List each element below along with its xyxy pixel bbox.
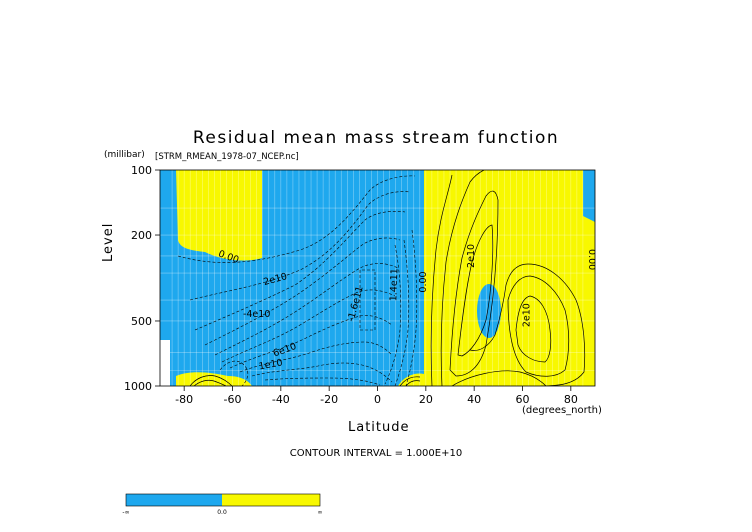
negative-contours xyxy=(177,175,418,386)
missing-data-region xyxy=(160,340,170,386)
positive-region-sh-surface xyxy=(176,372,252,386)
negative-blob-nh xyxy=(477,284,501,338)
colorbar-label-zero: 0.0 xyxy=(217,509,227,516)
x-tick-label: 0 xyxy=(374,393,381,406)
positive-region-sh-upper xyxy=(176,170,262,261)
contour-label: 2e10 xyxy=(466,244,477,268)
x-tick-label: 60 xyxy=(516,393,530,406)
contour-label: 2e10 xyxy=(522,303,533,327)
colorbar-frame xyxy=(125,493,321,507)
positive-region-nh xyxy=(424,170,595,386)
x-axis-label: Latitude xyxy=(348,420,410,435)
y-tick-label: 100 xyxy=(131,164,152,177)
y-tick-label: 200 xyxy=(131,229,152,242)
contour-label: 0.00 xyxy=(586,249,597,270)
y-tick-label: 500 xyxy=(131,315,152,328)
positive-contours xyxy=(189,170,586,386)
colorbar-label-neg-inf: -∞ xyxy=(122,509,129,516)
chart-title: Residual mean mass stream function xyxy=(192,128,560,148)
x-tick-label: -20 xyxy=(320,393,338,406)
x-tick-label: 80 xyxy=(564,393,578,406)
x-tick-label: -80 xyxy=(175,393,193,406)
contour-label: 0.00 xyxy=(418,271,429,292)
dataset-label: [STRM_RMEAN_1978-07_NCEP.nc] xyxy=(155,152,299,162)
contour-label: 1e10 xyxy=(258,357,284,372)
contour-label: -4e10 xyxy=(243,309,270,320)
positive-region-nh-upper-blue xyxy=(583,170,595,222)
x-tick-label: 20 xyxy=(419,393,433,406)
y-units-label: (millibar) xyxy=(104,150,145,160)
y-tick-label: 1000 xyxy=(124,380,152,393)
colorbar-label-pos-inf: ∞ xyxy=(318,509,323,516)
x-tick-label: -60 xyxy=(224,393,242,406)
colorbar: -∞ 0.0 ∞ xyxy=(122,493,323,516)
contour-interval-note: CONTOUR INTERVAL = 1.000E+10 xyxy=(289,448,463,459)
contour-label: 1.4e11 xyxy=(388,268,400,301)
x-units-label: (degrees_north) xyxy=(522,405,602,416)
x-tick-label: -40 xyxy=(272,393,290,406)
colorbar-positive-segment xyxy=(222,494,320,506)
x-tick-label: 40 xyxy=(467,393,481,406)
colorbar-negative-segment xyxy=(126,494,222,506)
